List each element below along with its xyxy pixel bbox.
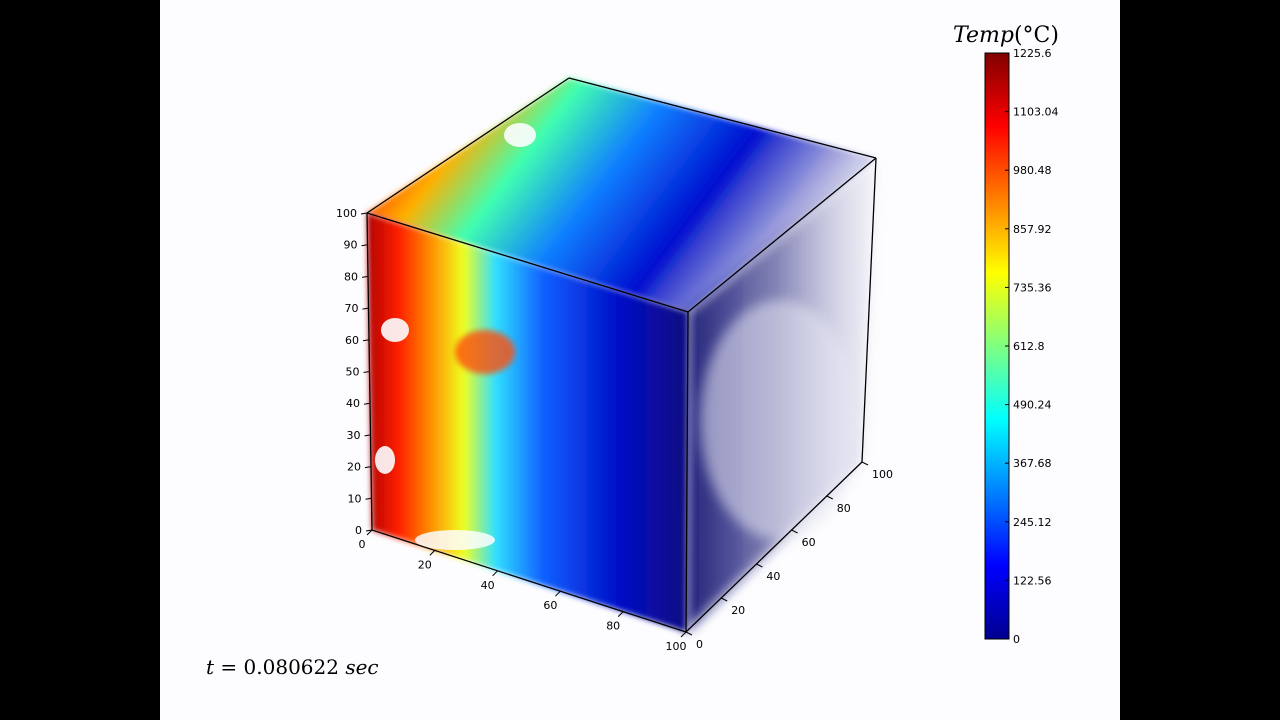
z-tick-mark bbox=[364, 466, 372, 469]
z-tick-mark bbox=[361, 275, 369, 278]
colorbar-ticks: 1225.6 1103.04 980.48 857.92 735.36 612.8 490.… bbox=[1005, 47, 1059, 646]
letterbox-right bbox=[1120, 0, 1280, 720]
x-tick-mark bbox=[429, 550, 436, 556]
z-tick-label: 80 bbox=[344, 270, 358, 283]
colorbar-tick-label: 1103.04 bbox=[1013, 106, 1059, 119]
colorbar-tick-label: 612.8 bbox=[1013, 340, 1045, 353]
x-tick-mark bbox=[617, 611, 624, 617]
gap-top-1 bbox=[504, 123, 536, 147]
y-tick-mark bbox=[826, 495, 834, 500]
y-tick-mark bbox=[861, 461, 869, 466]
colorbar-tick-label: 367.68 bbox=[1013, 457, 1052, 470]
y-axis: 0 20 40 60 80 100 bbox=[685, 461, 893, 651]
x-tick-label: 100 bbox=[666, 640, 687, 653]
colorbar-title-var: Temp bbox=[953, 23, 1014, 48]
z-tick-label: 30 bbox=[347, 429, 361, 442]
z-tick-label: 40 bbox=[346, 397, 360, 410]
z-tick-label: 90 bbox=[344, 239, 358, 252]
y-tick-mark bbox=[756, 563, 763, 568]
x-axis: 0 20 40 60 80 100 bbox=[359, 529, 687, 653]
gap-left-2 bbox=[375, 446, 395, 474]
colorbar-title-unit: (°C) bbox=[1014, 23, 1059, 48]
z-tick-label: 70 bbox=[345, 302, 359, 315]
bounding-box bbox=[366, 77, 877, 633]
z-tick-mark bbox=[361, 244, 368, 247]
colorbar-tick-label: 857.92 bbox=[1013, 223, 1052, 236]
hot-blob bbox=[455, 330, 515, 374]
z-tick-mark bbox=[363, 371, 370, 373]
x-tick-mark bbox=[680, 631, 687, 638]
z-tick-label: 50 bbox=[346, 366, 360, 379]
gap-bottom-1 bbox=[415, 530, 495, 550]
z-tick-label: 100 bbox=[336, 207, 357, 220]
colorbar-tick-label: 1225.6 bbox=[1013, 47, 1052, 60]
z-tick-label: 20 bbox=[347, 461, 361, 474]
z-tick-label: 10 bbox=[348, 492, 362, 505]
y-tick-label: 100 bbox=[872, 468, 893, 481]
x-tick-label: 40 bbox=[481, 579, 495, 592]
letterbox-left bbox=[0, 0, 160, 720]
y-tick-label: 20 bbox=[731, 604, 745, 617]
x-tick-label: 80 bbox=[606, 620, 620, 633]
colorbar-title: Temp(°C) bbox=[953, 23, 1059, 48]
z-tick-mark bbox=[365, 529, 373, 532]
x-tick-label: 0 bbox=[359, 538, 366, 551]
z-tick-mark bbox=[364, 434, 371, 437]
y-tick-mark bbox=[685, 631, 693, 636]
colorbar-tick-label: 122.56 bbox=[1013, 574, 1052, 587]
z-axis: 0 10 20 30 40 50 60 70 80 90 100 bbox=[336, 207, 373, 537]
z-tick-mark bbox=[365, 497, 372, 500]
y-tick-label: 40 bbox=[766, 570, 780, 583]
time-value: 0.080622 bbox=[243, 655, 339, 679]
z-tick-mark bbox=[362, 339, 370, 342]
z-tick-label: 0 bbox=[355, 524, 362, 537]
y-tick-label: 0 bbox=[696, 638, 703, 651]
z-tick-label: 60 bbox=[345, 334, 359, 347]
time-label: t = 0.080622 sec bbox=[206, 655, 379, 679]
colorbar-tick-label: 980.48 bbox=[1013, 164, 1052, 177]
y-tick-label: 60 bbox=[802, 536, 816, 549]
volume-top-face bbox=[367, 78, 876, 312]
colorbar-tick-label: 245.12 bbox=[1013, 516, 1052, 529]
x-tick-mark bbox=[555, 590, 561, 597]
colorbar-tick-label: 735.36 bbox=[1013, 281, 1052, 294]
x-tick-label: 60 bbox=[543, 599, 557, 612]
gap-left-1 bbox=[381, 318, 409, 342]
volume-front-face bbox=[367, 213, 688, 632]
colorbar-tick-label: 0 bbox=[1013, 633, 1020, 646]
x-tick-mark bbox=[366, 529, 373, 536]
z-tick-mark bbox=[360, 212, 368, 215]
time-var: t bbox=[206, 655, 215, 679]
cool-region bbox=[700, 300, 860, 540]
z-tick-mark bbox=[362, 307, 369, 310]
x-tick-label: 20 bbox=[418, 558, 432, 571]
colorbar: 1225.6 1103.04 980.48 857.92 735.36 612.8 490.… bbox=[953, 23, 1059, 646]
volume-render bbox=[367, 78, 876, 632]
y-tick-mark bbox=[720, 597, 728, 602]
z-tick-mark bbox=[363, 402, 371, 405]
colorbar-tick-label: 490.24 bbox=[1013, 399, 1052, 412]
time-unit: sec bbox=[345, 655, 379, 679]
y-tick-mark bbox=[791, 529, 798, 534]
x-tick-mark bbox=[492, 570, 498, 577]
y-tick-label: 80 bbox=[837, 502, 851, 515]
